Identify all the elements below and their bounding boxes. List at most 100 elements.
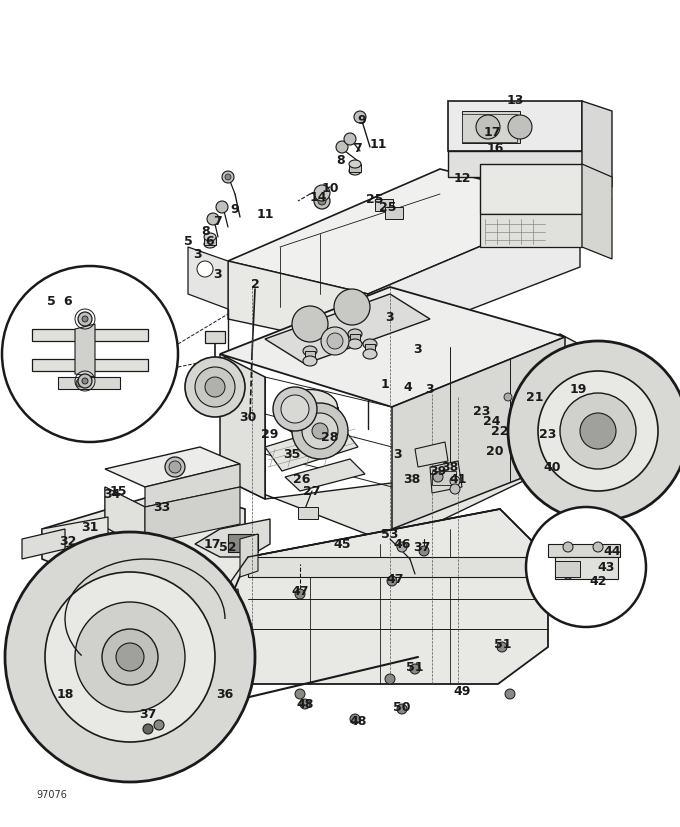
Circle shape	[538, 371, 658, 491]
Text: 3: 3	[386, 311, 394, 324]
Circle shape	[302, 414, 338, 449]
Ellipse shape	[348, 340, 362, 350]
Text: 1: 1	[381, 378, 390, 391]
Text: 12: 12	[454, 171, 471, 184]
Circle shape	[318, 198, 326, 206]
Polygon shape	[555, 562, 580, 577]
Text: 16: 16	[486, 141, 504, 155]
Polygon shape	[480, 215, 582, 248]
Bar	[375, 200, 393, 212]
Polygon shape	[548, 444, 578, 475]
Text: 30: 30	[239, 411, 256, 424]
Circle shape	[526, 508, 646, 627]
Text: 34: 34	[103, 488, 120, 501]
Text: 17: 17	[483, 126, 500, 138]
Circle shape	[336, 141, 348, 154]
Text: 25: 25	[367, 194, 384, 206]
Circle shape	[504, 394, 512, 402]
Circle shape	[78, 313, 92, 327]
Polygon shape	[75, 325, 95, 378]
Text: 5: 5	[47, 295, 55, 308]
Text: 26: 26	[293, 473, 311, 486]
Text: 44: 44	[603, 545, 621, 558]
Circle shape	[216, 202, 228, 213]
Text: 11: 11	[369, 138, 387, 151]
Circle shape	[197, 261, 213, 278]
Bar	[349, 165, 361, 173]
Bar	[462, 115, 517, 143]
Ellipse shape	[282, 402, 337, 437]
Text: 18: 18	[56, 688, 73, 700]
Text: 3: 3	[413, 343, 422, 356]
Ellipse shape	[349, 168, 361, 176]
Text: 10: 10	[321, 181, 339, 194]
Circle shape	[450, 476, 460, 486]
Ellipse shape	[348, 330, 362, 340]
Text: 46: 46	[393, 538, 411, 551]
Polygon shape	[368, 205, 580, 350]
Circle shape	[314, 194, 330, 210]
Text: 97076: 97076	[37, 789, 67, 799]
Text: 19: 19	[569, 383, 587, 396]
Circle shape	[508, 342, 680, 521]
Polygon shape	[515, 355, 598, 419]
Polygon shape	[285, 460, 365, 491]
Text: 15: 15	[109, 485, 126, 498]
Polygon shape	[188, 248, 228, 309]
Polygon shape	[548, 544, 620, 557]
Text: 40: 40	[543, 461, 561, 474]
Circle shape	[169, 461, 181, 473]
Text: 5: 5	[184, 235, 192, 248]
Circle shape	[295, 689, 305, 699]
Circle shape	[295, 590, 305, 600]
Text: 17: 17	[203, 538, 221, 551]
Circle shape	[185, 357, 245, 418]
Text: 45: 45	[333, 538, 351, 551]
Circle shape	[78, 375, 92, 389]
Bar	[205, 332, 225, 343]
Circle shape	[410, 664, 420, 674]
Text: 21: 21	[526, 391, 544, 404]
Ellipse shape	[303, 347, 317, 356]
Ellipse shape	[349, 160, 361, 169]
Text: 3: 3	[194, 248, 203, 261]
Polygon shape	[105, 487, 145, 549]
Polygon shape	[105, 487, 145, 549]
Bar	[228, 534, 258, 552]
Ellipse shape	[303, 356, 317, 366]
Text: 24: 24	[483, 415, 500, 428]
Ellipse shape	[363, 340, 377, 350]
Text: 43: 43	[597, 561, 615, 574]
Text: 48: 48	[350, 715, 367, 728]
Text: 28: 28	[322, 431, 339, 444]
Polygon shape	[228, 170, 580, 294]
Ellipse shape	[363, 350, 377, 360]
Text: 32: 32	[59, 535, 77, 547]
Text: 20: 20	[486, 445, 504, 458]
Polygon shape	[555, 557, 618, 579]
Text: 9: 9	[358, 113, 367, 127]
Bar	[365, 345, 375, 355]
Text: 3: 3	[214, 268, 222, 281]
Polygon shape	[480, 414, 560, 467]
Circle shape	[314, 186, 330, 202]
Circle shape	[344, 134, 356, 146]
Circle shape	[76, 380, 84, 388]
Text: 47: 47	[386, 573, 404, 586]
Text: 38: 38	[403, 473, 421, 486]
Polygon shape	[248, 557, 548, 577]
Circle shape	[433, 472, 443, 482]
Circle shape	[222, 172, 234, 184]
Polygon shape	[32, 360, 148, 371]
Text: 6: 6	[205, 235, 214, 248]
Circle shape	[195, 367, 235, 408]
Circle shape	[505, 689, 515, 699]
Text: 14: 14	[309, 191, 327, 204]
Circle shape	[560, 394, 636, 470]
Text: 33: 33	[154, 501, 171, 514]
Polygon shape	[22, 529, 65, 559]
Polygon shape	[560, 184, 612, 215]
Polygon shape	[265, 424, 358, 471]
Text: 35: 35	[284, 448, 301, 461]
Text: 9: 9	[231, 203, 239, 216]
